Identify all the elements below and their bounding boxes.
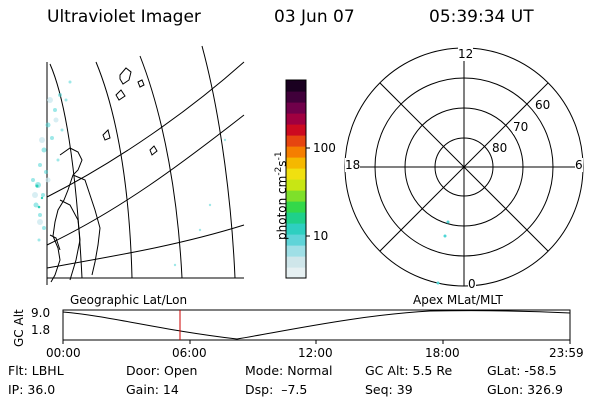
colorbar-stop: [286, 201, 306, 213]
param-seq: Seq: 39: [365, 382, 413, 397]
colorbar-stop: [286, 168, 306, 180]
param-gc-alt: GC Alt: 5.5 Re: [365, 363, 453, 378]
colorbar-stop: [286, 212, 306, 224]
param-dsp: Dsp: –7.5: [245, 382, 308, 397]
colorbar-stop: [286, 113, 306, 125]
colorbar-stop: [286, 157, 306, 169]
colorbar-stop: [286, 190, 306, 202]
colorbar-stop: [286, 179, 306, 191]
param-glat: GLat: -58.5: [487, 363, 557, 378]
colorbar-stop: [286, 234, 306, 246]
mlat-label-60: 60: [535, 98, 551, 112]
colorbar-stop: [286, 146, 306, 158]
mlt-label-18: 18: [345, 158, 361, 172]
dial-emission-points: [436, 220, 450, 285]
date-label: 03 Jun 07: [274, 7, 355, 27]
colorbar-stop: [286, 245, 306, 257]
param-glon: GLon: 326.9: [487, 382, 563, 397]
mlt-label-0: 0: [468, 277, 476, 291]
apex-label: Apex MLat/MLT: [413, 293, 503, 307]
colorbar-stop: [286, 102, 306, 114]
colorbar-stop: [286, 91, 306, 103]
colorbar-stop: [286, 267, 306, 279]
time-tick-0600: 06:00: [172, 346, 207, 360]
colorbar-stop: [286, 80, 306, 92]
mlat-label-70: 70: [513, 120, 529, 134]
colorbar-stop: [286, 223, 306, 235]
alt-tick-9: 9.0: [31, 306, 51, 320]
colorbar-tick-100: 100: [313, 141, 336, 155]
time-tick-0000: 00:00: [46, 346, 81, 360]
alt-tick-1-8: 1.8: [31, 323, 51, 337]
mlt-label-12: 12: [458, 47, 474, 61]
param-gain: Gain: 14: [126, 382, 179, 397]
time-tick-2359: 23:59: [549, 346, 584, 360]
aurora-emission: [31, 80, 227, 267]
colorbar-stop: [286, 256, 306, 268]
time-tick-1800: 18:00: [425, 346, 460, 360]
param-mode: Mode: Normal: [245, 363, 333, 378]
param-filter: Flt: LBHL: [8, 363, 64, 378]
alt-axis-label: GC Alt: [12, 309, 26, 347]
colorbar-tick-10: 10: [313, 229, 329, 243]
instrument-title: Ultraviolet Imager: [47, 7, 201, 27]
time-label: 05:39:34 UT: [429, 7, 534, 27]
param-ip: IP: 36.0: [8, 382, 56, 397]
mlat-label-80: 80: [492, 141, 508, 155]
colorbar-stop: [286, 135, 306, 147]
geographic-label: Geographic Lat/Lon: [70, 293, 188, 307]
param-door: Door: Open: [126, 363, 198, 378]
mlt-label-6: 6: [575, 158, 583, 172]
colorbar-stop: [286, 124, 306, 136]
time-tick-1200: 12:00: [298, 346, 333, 360]
